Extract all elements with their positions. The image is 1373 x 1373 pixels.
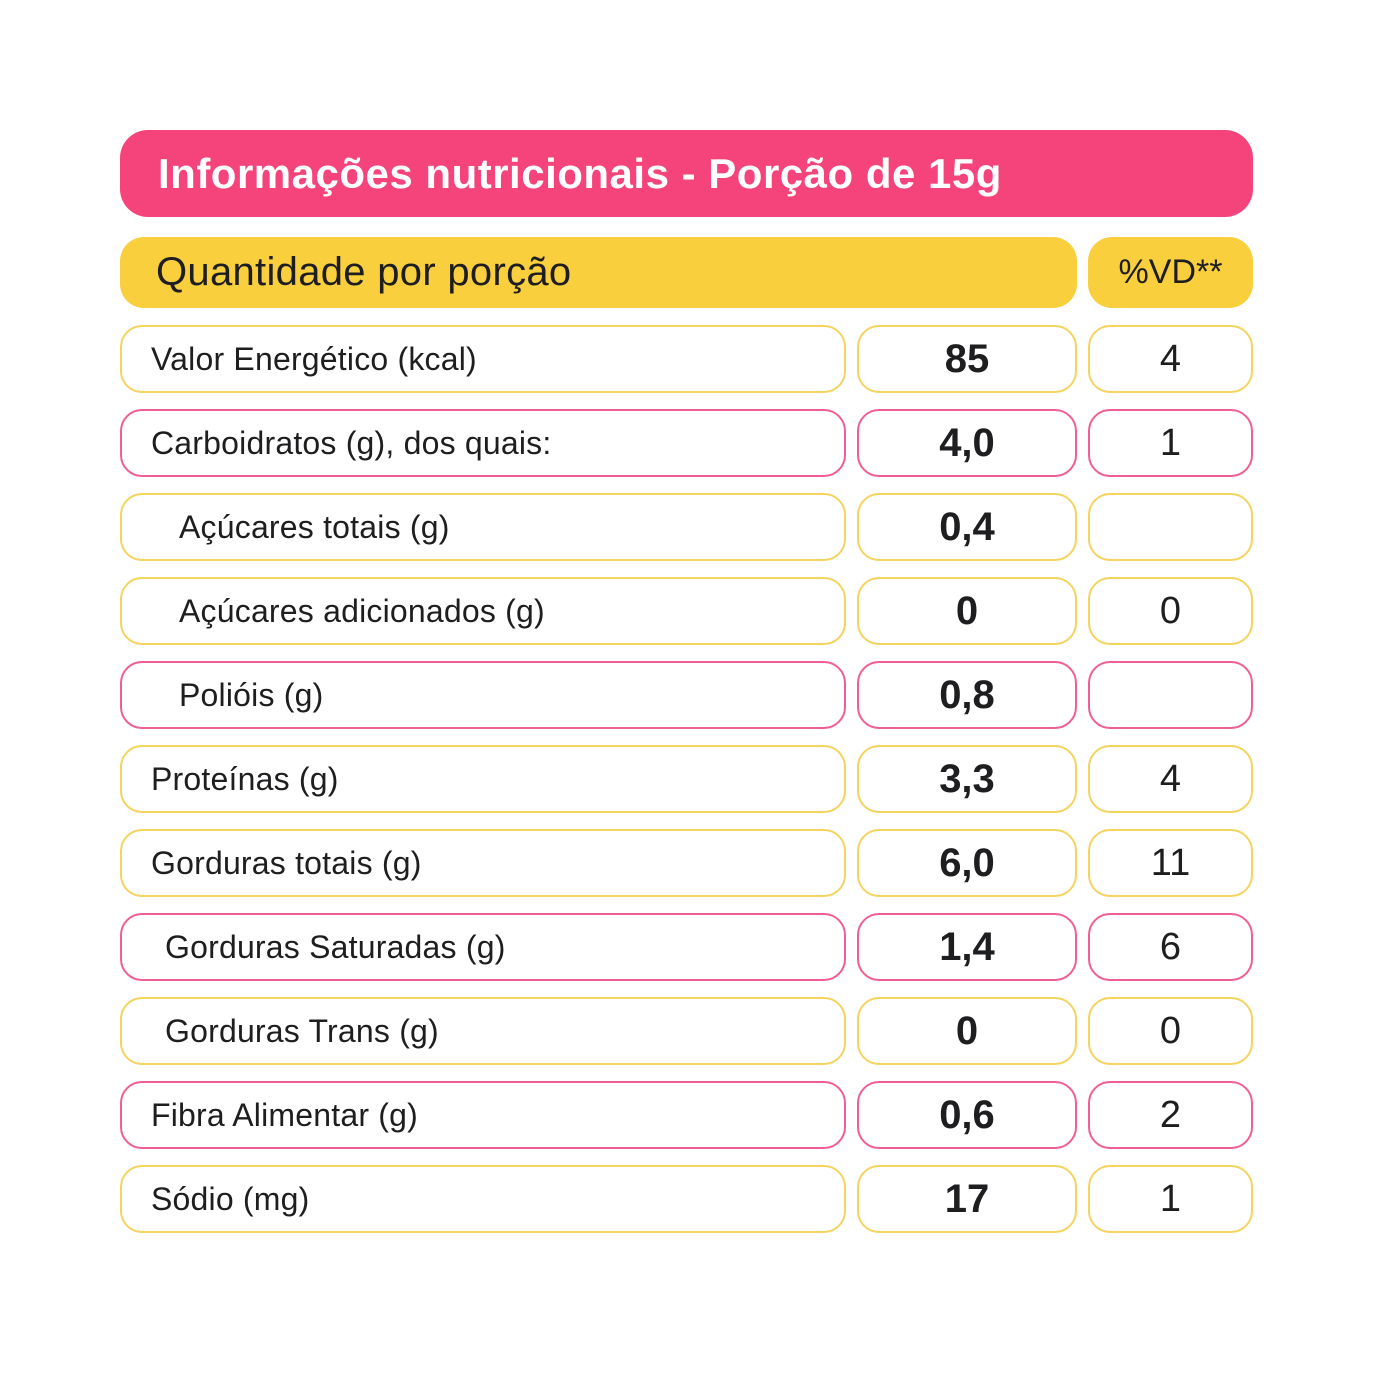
nutrient-label-cell: Carboidratos (g), dos quais: bbox=[120, 409, 846, 477]
nutrient-value: 1,4 bbox=[939, 924, 995, 969]
nutrient-label: Proteínas (g) bbox=[151, 760, 339, 797]
nutrient-dv-cell: 11 bbox=[1088, 829, 1253, 897]
nutrient-label: Sódio (mg) bbox=[151, 1180, 310, 1217]
nutrient-label-cell: Sódio (mg) bbox=[120, 1165, 846, 1233]
nutrient-value-cell: 0,6 bbox=[857, 1081, 1077, 1149]
dv-column-header-label: %VD** bbox=[1118, 253, 1223, 291]
nutrient-label-cell: Fibra Alimentar (g) bbox=[120, 1081, 846, 1149]
nutrient-label: Fibra Alimentar (g) bbox=[151, 1096, 418, 1133]
table-row: Sódio (mg) 17 1 bbox=[120, 1165, 1253, 1233]
nutrient-label: Gorduras totais (g) bbox=[151, 844, 422, 881]
nutrient-label-cell: Gorduras totais (g) bbox=[120, 829, 846, 897]
nutrient-value: 0,6 bbox=[939, 1092, 995, 1137]
nutrient-dv-value: 0 bbox=[1159, 1009, 1182, 1052]
nutrient-value-cell: 0,8 bbox=[857, 661, 1077, 729]
nutrient-label-cell: Açúcares totais (g) bbox=[120, 493, 846, 561]
table-row: Proteínas (g) 3,3 4 bbox=[120, 745, 1253, 813]
table-row: Carboidratos (g), dos quais: 4,0 1 bbox=[120, 409, 1253, 477]
table-row: Gorduras totais (g) 6,0 11 bbox=[120, 829, 1253, 897]
dv-column-header: %VD** bbox=[1088, 237, 1253, 308]
nutrient-label: Carboidratos (g), dos quais: bbox=[151, 424, 552, 461]
nutrient-dv-cell: 1 bbox=[1088, 1165, 1253, 1233]
quantity-column-header-label: Quantidade por porção bbox=[156, 250, 572, 294]
nutrient-dv-value: 2 bbox=[1159, 1093, 1182, 1136]
nutrient-value-cell: 17 bbox=[857, 1165, 1077, 1233]
table-row: Fibra Alimentar (g) 0,6 2 bbox=[120, 1081, 1253, 1149]
nutrient-value-cell: 1,4 bbox=[857, 913, 1077, 981]
nutrient-label-cell: Valor Energético (kcal) bbox=[120, 325, 846, 393]
nutrient-value: 0,8 bbox=[939, 672, 995, 717]
nutrient-dv-value: 0 bbox=[1159, 589, 1182, 632]
nutrient-label-cell: Polióis (g) bbox=[120, 661, 846, 729]
nutrient-dv-cell: 1 bbox=[1088, 409, 1253, 477]
nutrient-label: Gorduras Trans (g) bbox=[165, 1012, 439, 1049]
title-bar: Informações nutricionais - Porção de 15g bbox=[120, 130, 1253, 217]
nutrient-label-cell: Proteínas (g) bbox=[120, 745, 846, 813]
nutrient-dv-cell bbox=[1088, 661, 1253, 729]
nutrient-label: Valor Energético (kcal) bbox=[151, 340, 477, 377]
nutrient-value-cell: 3,3 bbox=[857, 745, 1077, 813]
nutrient-value: 3,3 bbox=[939, 756, 995, 801]
nutrient-value-cell: 6,0 bbox=[857, 829, 1077, 897]
nutrient-value-cell: 0,4 bbox=[857, 493, 1077, 561]
column-header-row: Quantidade por porção %VD** bbox=[120, 237, 1253, 308]
nutrient-dv-value: 4 bbox=[1159, 757, 1182, 800]
nutrient-value: 6,0 bbox=[939, 840, 995, 885]
nutrient-label-cell: Gorduras Trans (g) bbox=[120, 997, 846, 1065]
nutrient-value: 17 bbox=[944, 1176, 990, 1221]
page-title: Informações nutricionais - Porção de 15g bbox=[158, 149, 1002, 197]
nutrient-dv-value: 11 bbox=[1150, 841, 1191, 884]
nutrient-label: Açúcares totais (g) bbox=[179, 508, 450, 545]
nutrient-value-cell: 0 bbox=[857, 577, 1077, 645]
nutrition-facts-table: Informações nutricionais - Porção de 15g… bbox=[120, 130, 1253, 1249]
nutrient-dv-cell: 4 bbox=[1088, 325, 1253, 393]
table-row: Açúcares totais (g) 0,4 bbox=[120, 493, 1253, 561]
nutrient-label-cell: Açúcares adicionados (g) bbox=[120, 577, 846, 645]
nutrient-dv-value: 6 bbox=[1159, 925, 1182, 968]
nutrient-dv-cell bbox=[1088, 493, 1253, 561]
nutrient-value: 85 bbox=[944, 336, 990, 381]
nutrient-label-cell: Gorduras Saturadas (g) bbox=[120, 913, 846, 981]
nutrient-label: Gorduras Saturadas (g) bbox=[165, 928, 506, 965]
nutrient-rows: Valor Energético (kcal) 85 4 Carboidrato… bbox=[120, 325, 1253, 1233]
nutrient-dv-cell: 2 bbox=[1088, 1081, 1253, 1149]
nutrient-value-cell: 4,0 bbox=[857, 409, 1077, 477]
table-row: Polióis (g) 0,8 bbox=[120, 661, 1253, 729]
nutrient-dv-cell: 0 bbox=[1088, 997, 1253, 1065]
nutrient-dv-cell: 0 bbox=[1088, 577, 1253, 645]
nutrient-dv-cell: 4 bbox=[1088, 745, 1253, 813]
table-row: Açúcares adicionados (g) 0 0 bbox=[120, 577, 1253, 645]
nutrient-value: 4,0 bbox=[939, 420, 995, 465]
table-row: Gorduras Saturadas (g) 1,4 6 bbox=[120, 913, 1253, 981]
nutrient-dv-value: 4 bbox=[1159, 337, 1182, 380]
nutrient-value-cell: 0 bbox=[857, 997, 1077, 1065]
nutrient-value: 0 bbox=[955, 588, 979, 633]
quantity-column-header: Quantidade por porção bbox=[120, 237, 1077, 308]
table-row: Valor Energético (kcal) 85 4 bbox=[120, 325, 1253, 393]
nutrient-value: 0,4 bbox=[939, 504, 995, 549]
nutrient-label: Polióis (g) bbox=[179, 676, 324, 713]
nutrient-dv-value: 1 bbox=[1159, 421, 1182, 464]
table-row: Gorduras Trans (g) 0 0 bbox=[120, 997, 1253, 1065]
nutrient-value-cell: 85 bbox=[857, 325, 1077, 393]
nutrient-label: Açúcares adicionados (g) bbox=[179, 592, 545, 629]
nutrient-dv-cell: 6 bbox=[1088, 913, 1253, 981]
nutrient-value: 0 bbox=[955, 1008, 979, 1053]
nutrient-dv-value: 1 bbox=[1159, 1177, 1182, 1220]
